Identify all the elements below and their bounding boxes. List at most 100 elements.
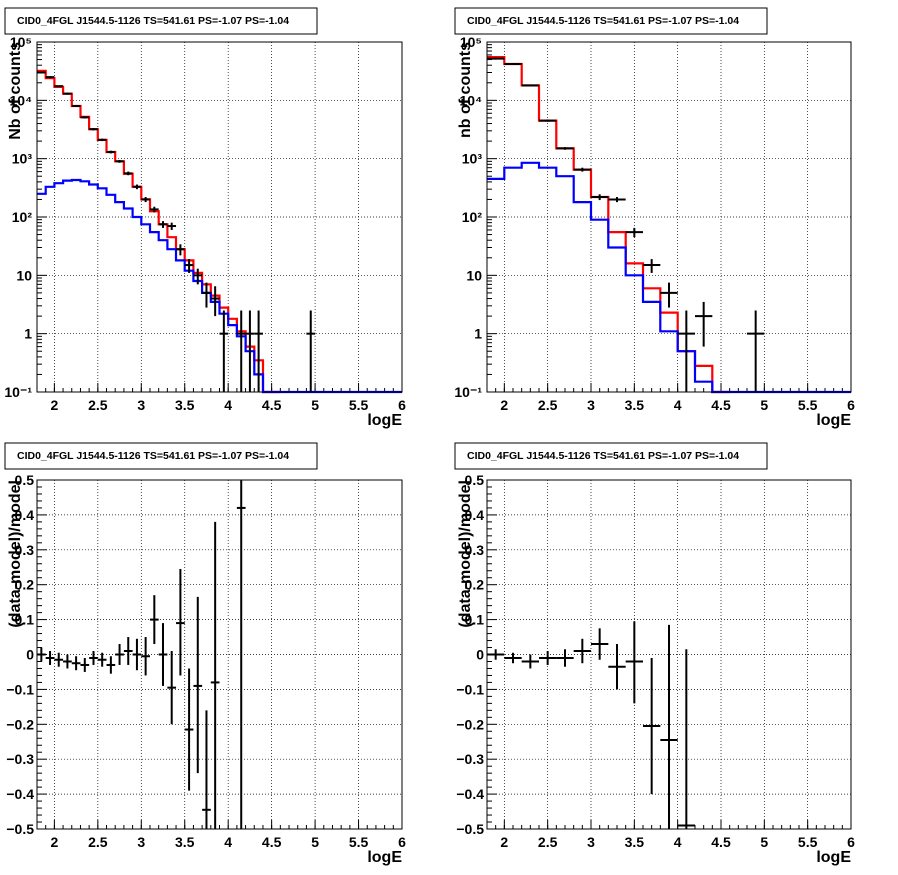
title-box [454, 442, 768, 470]
data-point [625, 227, 643, 238]
chart-title: CID0_4FGL J1544.5-1126 TS=541.61 PS=-1.0… [17, 15, 289, 27]
y-tick-label: −0.1 [6, 681, 34, 697]
chart-title: CID0_4FGL J1544.5-1126 TS=541.61 PS=-1.0… [467, 15, 739, 27]
y-axis-label: nb of counts [457, 42, 474, 138]
data-point [89, 128, 98, 131]
y-tick-label: −0.3 [6, 751, 34, 767]
plot-frame [486, 41, 852, 393]
y-tick-label: 10⁻¹ [4, 384, 32, 400]
data-point [71, 656, 81, 671]
data-point [63, 654, 72, 669]
x-tick-label: 6 [398, 834, 406, 850]
data-point [63, 92, 72, 95]
data-point [149, 595, 159, 645]
x-tick-label: 2.5 [88, 834, 108, 850]
y-axis-label: Nb of counts [7, 42, 24, 140]
x-tick-label: 6 [847, 397, 855, 413]
grid [37, 41, 403, 393]
x-tick-label: 2 [50, 397, 58, 413]
data-point [539, 651, 557, 665]
x-tick-label: 5.5 [349, 834, 369, 850]
x-tick-label: 5 [760, 397, 768, 413]
data-point [167, 651, 177, 725]
y-tick-label: 10 [466, 267, 482, 283]
x-tick-label: 3 [587, 834, 595, 850]
data-point [660, 282, 678, 308]
grid [487, 41, 852, 393]
x-axis-label: logE [367, 849, 402, 866]
data-point [245, 310, 255, 392]
grid [37, 479, 403, 830]
data-point [643, 259, 661, 273]
data-point [210, 286, 220, 317]
y-tick-label: −0.2 [6, 716, 34, 732]
y-tick-label: 0.2 [465, 577, 485, 593]
histogram-series-component [487, 161, 851, 394]
x-tick-label: 2.5 [88, 397, 108, 413]
x-tick-label: 4 [674, 834, 682, 850]
data-point [115, 644, 124, 665]
data-point [80, 657, 90, 672]
data-point [591, 628, 609, 660]
data-point [643, 657, 661, 795]
data-point [106, 150, 116, 154]
data-point [149, 206, 159, 213]
chart-title: CID0_4FGL J1544.5-1126 TS=541.61 PS=-1.0… [17, 450, 289, 462]
data-point [132, 184, 142, 190]
data-point [521, 654, 539, 669]
data-point [504, 62, 522, 65]
x-tick-label: 4.5 [711, 397, 731, 413]
y-tick-label: 1 [474, 326, 482, 342]
y-tick-label: −0.4 [6, 786, 34, 802]
x-tick-label: 3.5 [175, 397, 195, 413]
data-point [106, 656, 116, 674]
x-tick-label: 3 [137, 834, 145, 850]
data-point [236, 480, 246, 829]
y-tick-label: 10⁴ [10, 92, 33, 108]
data-point [141, 637, 150, 676]
chart-panel-3: 2 2.5 3 3.5 4 4.5 5 5.5 6 −0.5 −0.4 −0.3 −0.2 −0.1 0 0.… [4, 442, 406, 866]
data-point [54, 652, 64, 667]
y-tick-label: 0.5 [465, 472, 485, 488]
x-tick-label: 5 [311, 397, 319, 413]
x-tick-label: 5.5 [798, 397, 818, 413]
x-tick-label: 2 [500, 834, 508, 850]
data-point [115, 159, 124, 163]
data-point [210, 521, 220, 829]
histogram-series-total [37, 69, 281, 394]
title-box [4, 7, 318, 35]
data-point [254, 310, 263, 392]
y-tick-label: 0.1 [465, 612, 485, 628]
x-tick-label: 6 [847, 834, 855, 850]
data-point [677, 649, 695, 829]
chart-title: CID0_4FGL J1544.5-1126 TS=541.61 PS=-1.0… [467, 450, 739, 462]
data-point [747, 310, 765, 392]
y-tick-label: 1 [24, 326, 32, 342]
data-point [158, 623, 168, 686]
x-tick-label: 3 [587, 397, 595, 413]
data-point [556, 649, 574, 667]
y-tick-label: 0.5 [15, 472, 35, 488]
data-point [123, 637, 133, 665]
data-point [202, 282, 211, 308]
x-tick-label: 3.5 [625, 397, 645, 413]
x-tick-label: 6 [398, 397, 406, 413]
y-tick-label: 10² [462, 209, 483, 225]
x-tick-label: 4 [224, 397, 232, 413]
x-axis-label: logE [816, 412, 851, 429]
data-point [123, 171, 133, 176]
data-point [573, 167, 591, 172]
data-point [487, 649, 505, 660]
x-tick-label: 4.5 [262, 834, 282, 850]
x-tick-label: 3.5 [625, 834, 645, 850]
x-tick-label: 3 [137, 397, 145, 413]
x-tick-label: 5.5 [798, 834, 818, 850]
y-tick-label: −0.1 [456, 681, 484, 697]
x-tick-label: 4 [224, 834, 232, 850]
y-tick-label: 10⁴ [460, 92, 483, 108]
data-point [54, 85, 64, 88]
y-tick-label: 10³ [12, 151, 33, 167]
data-point [184, 259, 194, 273]
data-point [193, 268, 203, 285]
